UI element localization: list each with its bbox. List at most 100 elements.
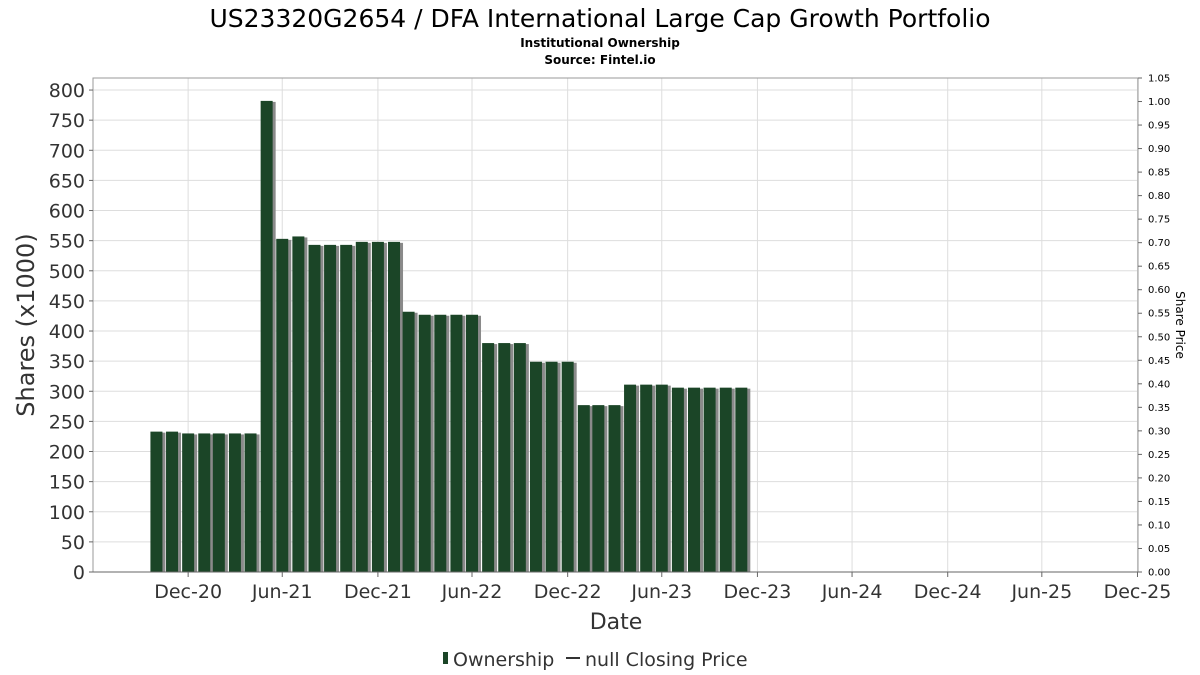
ownership-bar [260,100,273,572]
ownership-bar [671,387,684,572]
y2-tick-label: 0.45 [1148,356,1170,367]
ownership-bar [228,433,241,572]
y2-tick-label: 0.95 [1148,121,1170,132]
y-tick-label: 450 [49,291,85,313]
y2-tick-label: 0.05 [1148,544,1170,555]
legend-ownership-label: Ownership [453,649,554,671]
y2-axis-label: Share Price [1173,291,1187,359]
ownership-bar [150,431,163,572]
ownership-bar [434,314,447,572]
ownership-bar [388,241,401,573]
ownership-bar [577,405,590,572]
chart-source: Source: Fintel.io [544,53,655,67]
y2-tick-label: 0.10 [1148,520,1170,531]
legend-price-label: null Closing Price [585,649,748,671]
y2-tick-label: 0.20 [1148,473,1170,484]
ownership-bar [371,241,384,573]
y-tick-label: 750 [49,110,85,132]
ownership-bar [498,343,511,572]
ownership-bar [688,387,701,572]
x-tick-label: Jun-25 [1010,581,1072,603]
ownership-bar [308,244,321,572]
ownership-bar [529,361,542,572]
ownership-bar [592,405,605,572]
y-tick-label: 550 [49,231,85,253]
x-tick-label: Dec-22 [534,581,602,603]
ownership-bar [640,384,653,572]
y-tick-label: 650 [49,170,85,192]
chart-title: US23320G2654 / DFA International Large C… [209,4,990,33]
y2-tick-label: 0.75 [1148,215,1170,226]
y-tick-label: 50 [61,532,85,554]
legend-ownership-swatch [443,652,448,664]
y2-tick-label: 0.35 [1148,403,1170,414]
y2-tick-label: 0.85 [1148,168,1170,179]
x-tick-label: Dec-25 [1104,581,1172,603]
y2-tick-label: 0.65 [1148,262,1170,273]
y-tick-label: 350 [49,351,85,373]
x-tick-label: Jun-21 [251,581,313,603]
y2-tick-label: 0.80 [1148,191,1170,202]
y-tick-label: 500 [49,261,85,283]
y-tick-label: 700 [49,140,85,162]
y2-tick-label: 0.90 [1148,144,1170,155]
ownership-bar [561,361,574,572]
ownership-bar [655,384,668,572]
ownership-bar [624,384,637,572]
chart-subtitle: Institutional Ownership [520,36,680,50]
ownership-bar [735,387,748,572]
ownership-bar [166,431,179,572]
ownership-bar [198,433,211,572]
y-tick-label: 300 [49,381,85,403]
x-tick-label: Dec-21 [344,581,412,603]
y-tick-label: 250 [49,411,85,433]
axes: 0 50 100 150 200 250 300 350 400 450 500 550 600 650 7… [49,74,1172,604]
bars [150,100,751,573]
x-tick-label: Jun-24 [821,581,883,603]
y-tick-label: 150 [49,472,85,494]
ownership-bar [608,405,621,572]
ownership-bar [402,311,415,572]
ownership-bar [545,361,558,572]
y-tick-label: 0 [73,562,85,584]
y-tick-label: 100 [49,502,85,524]
y2-tick-label: 0.30 [1148,426,1170,437]
legend: Ownership null Closing Price [443,649,748,671]
y2-tick-label: 0.60 [1148,285,1170,296]
y2-tick-label: 0.00 [1148,568,1170,579]
y-tick-label: 400 [49,321,85,343]
ownership-bar [182,433,195,572]
y2-tick-label: 0.25 [1148,450,1170,461]
ownership-bar [513,343,526,572]
ownership-bar [355,241,368,573]
y2-tick-label: 0.15 [1148,497,1170,508]
ownership-bar [418,314,431,572]
x-tick-label: Jun-23 [630,581,692,603]
y2-tick-label: 0.40 [1148,379,1170,390]
y2-tick-label: 0.70 [1148,238,1170,249]
ownership-bar [340,244,353,572]
x-tick-label: Dec-23 [724,581,792,603]
ownership-bar [244,433,257,572]
y-tick-label: 200 [49,442,85,464]
ownership-bar [324,244,337,572]
ownership-bar [703,387,716,572]
y-tick-label: 600 [49,201,85,223]
x-tick-label: Dec-20 [154,581,222,603]
ownership-bar [450,314,463,572]
y2-tick-label: 1.00 [1148,97,1170,108]
ownership-bar [719,387,732,572]
y2-tick-label: 0.50 [1148,332,1170,343]
ownership-bar [292,236,305,572]
ownership-bar [212,433,225,572]
y-axis-label: Shares (x1000) [12,233,40,416]
ownership-bar [276,238,289,572]
x-tick-label: Jun-22 [441,581,503,603]
ownership-bar [466,314,479,572]
y2-tick-label: 0.55 [1148,309,1170,320]
ownership-bar [482,343,495,572]
y-tick-label: 800 [49,80,85,102]
y2-tick-label: 1.05 [1148,74,1170,85]
x-axis-label: Date [590,610,643,635]
